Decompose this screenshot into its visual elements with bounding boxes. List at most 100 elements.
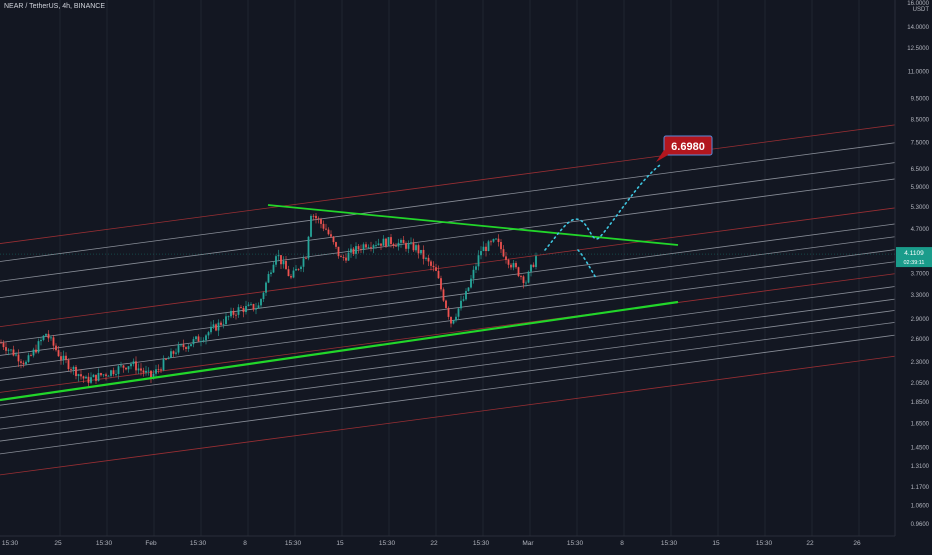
- candle-body: [337, 246, 340, 257]
- candle-body: [395, 245, 397, 247]
- candle-body: [117, 366, 120, 375]
- candle-body: [0, 342, 2, 344]
- candle-body: [460, 300, 462, 309]
- candle-body: [512, 263, 515, 268]
- price-tick-label: 2.3000: [911, 360, 930, 366]
- candle-body: [477, 255, 480, 267]
- candle-body: [227, 316, 230, 318]
- projection-path[interactable]: [544, 164, 661, 279]
- candle-body: [502, 249, 505, 257]
- candle-body: [452, 320, 455, 324]
- channel-line: [0, 261, 896, 381]
- candle-body: [175, 352, 177, 354]
- candle-body: [152, 373, 155, 378]
- candle-body: [100, 373, 102, 376]
- time-axis[interactable]: 15:30 25 15:30 Feb 15:30 8 15:30 15 15:30 22 15:30…: [0, 535, 932, 550]
- candle-body: [440, 278, 442, 290]
- candle-body: [447, 307, 450, 317]
- trendlines[interactable]: [0, 204, 679, 402]
- candle-body: [350, 248, 352, 253]
- channel-line: [0, 321, 896, 442]
- candle-body: [10, 349, 12, 351]
- candle-body: [247, 304, 250, 306]
- candle-body: [525, 282, 527, 284]
- candle-body: [5, 347, 7, 351]
- channel-line: [0, 273, 896, 393]
- candle-body: [280, 255, 282, 265]
- candle-body: [205, 335, 207, 341]
- candle-body: [130, 363, 132, 367]
- price-tick-label: 5.3000: [911, 205, 930, 211]
- candle-body: [222, 324, 225, 325]
- price-tick-label: 3.3000: [911, 293, 930, 299]
- candle-body: [382, 238, 385, 246]
- candle-body: [132, 361, 135, 364]
- candle-body: [365, 244, 367, 248]
- candle-body: [412, 242, 415, 251]
- candle-body: [25, 361, 27, 365]
- candle-body: [135, 361, 137, 371]
- time-tick-label: 15: [336, 540, 344, 547]
- time-tick-label: 15:30: [285, 540, 302, 547]
- support-trendline[interactable]: [0, 300, 679, 402]
- candle-body: [435, 267, 437, 271]
- candle-body: [190, 344, 192, 347]
- candle-body: [67, 360, 70, 370]
- candle-body: [47, 333, 50, 339]
- time-tick-label: 15:30: [661, 540, 678, 547]
- candle-body: [20, 361, 22, 363]
- candle-body: [422, 249, 425, 259]
- candle-body: [470, 278, 472, 288]
- candle-body: [12, 349, 15, 356]
- candle-body: [515, 263, 517, 268]
- candle-body: [517, 267, 520, 277]
- candle-body: [62, 355, 65, 360]
- candle-body: [377, 243, 380, 246]
- candle-body: [145, 370, 147, 373]
- candle-body: [340, 256, 342, 258]
- candle-body: [507, 259, 510, 265]
- target-badge-pointer: [656, 150, 668, 162]
- candle-body: [342, 257, 345, 258]
- channel-line: [0, 124, 896, 244]
- candle-body: [197, 336, 200, 342]
- candle-body: [485, 246, 487, 252]
- candle-body: [295, 268, 297, 271]
- candle-body: [320, 219, 322, 224]
- candle-body: [177, 345, 180, 353]
- candle-body: [282, 260, 285, 265]
- candle-body: [370, 247, 372, 249]
- channel-line: [0, 236, 896, 356]
- candle-body: [442, 289, 445, 301]
- candle-body: [355, 246, 357, 254]
- candle-body: [427, 257, 430, 262]
- candle-body: [105, 374, 107, 376]
- channel-line: [0, 355, 896, 476]
- regression-channel[interactable]: [0, 124, 896, 476]
- candle-body: [322, 223, 325, 229]
- projection-bullish-path: [544, 164, 661, 251]
- candle-body: [142, 370, 145, 373]
- candle-body: [392, 244, 395, 246]
- candle-body: [85, 376, 87, 379]
- candle-body: [7, 349, 10, 351]
- price-tick-label: 2.9000: [911, 317, 930, 323]
- price-tick-label: 1.3100: [911, 464, 930, 470]
- candle-body: [187, 346, 190, 349]
- candle-body: [380, 243, 382, 246]
- resistance-trendline[interactable]: [267, 204, 679, 246]
- target-badge[interactable]: [663, 135, 713, 156]
- candle-body: [170, 351, 172, 358]
- candle-body: [352, 248, 355, 254]
- candle-body: [445, 300, 447, 308]
- price-tick-label: 4.7000: [911, 227, 930, 233]
- price-tick-label: 6.5000: [911, 167, 930, 173]
- time-tick-label: 8: [243, 540, 247, 547]
- candle-body: [42, 335, 45, 340]
- candle-body: [27, 355, 30, 362]
- candle-body: [535, 256, 537, 267]
- price-badges: 6.6980: [656, 135, 713, 162]
